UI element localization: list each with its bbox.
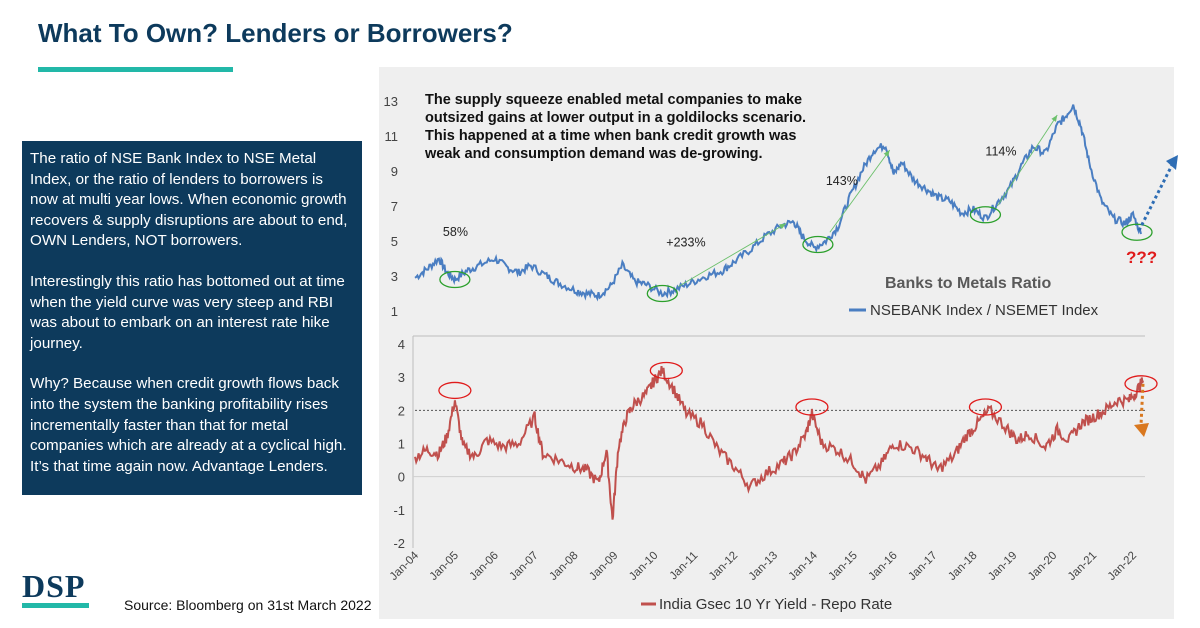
yield-y-tick-label: 2 bbox=[398, 403, 405, 418]
x-tick-label: Jan-14 bbox=[787, 549, 821, 583]
x-tick-label: Jan-06 bbox=[468, 550, 501, 583]
yield-projection-arrow bbox=[1139, 383, 1145, 426]
x-tick-label: Jan-08 bbox=[547, 550, 580, 583]
x-tick-label: Jan-09 bbox=[587, 550, 620, 583]
ratio-y-tick-label: 5 bbox=[391, 234, 398, 249]
rise-arrow-head bbox=[779, 223, 786, 230]
rise-arrow-line bbox=[829, 149, 891, 233]
title-underline bbox=[38, 67, 233, 72]
x-tick-label: Jan-11 bbox=[668, 550, 701, 583]
ratio-y-tick-label: 9 bbox=[391, 164, 398, 179]
commentary-paragraph-2: Interestingly this ratio has bottomed ou… bbox=[30, 272, 345, 352]
chart-annotation-line: outsized gains at lower output in a gold… bbox=[425, 110, 806, 126]
commentary-paragraph-3: Why? Because when credit growth flows ba… bbox=[30, 375, 347, 475]
ratio-chart-title: Banks to Metals Ratio bbox=[885, 275, 1051, 292]
peak-marker-ellipse bbox=[1124, 375, 1158, 393]
ratio-projection-arrow bbox=[1137, 164, 1174, 232]
peak-marker-ellipse bbox=[968, 398, 1003, 416]
yield-y-tick-label: -1 bbox=[393, 503, 405, 518]
rise-percent-label: +233% bbox=[666, 235, 705, 249]
source-text: Source: Bloomberg on 31st March 2022 bbox=[124, 597, 372, 613]
yield-y-tick-label: 0 bbox=[398, 470, 405, 485]
source-note: Source: Bloomberg on 31st March 2022 bbox=[124, 597, 371, 613]
yield-y-tick-label: 3 bbox=[398, 370, 405, 385]
ratio-series-line bbox=[414, 104, 1142, 302]
peak-marker-ellipse bbox=[795, 398, 829, 416]
x-tick-label: Jan-15 bbox=[827, 550, 860, 583]
ratio-projection-arrowhead bbox=[1166, 155, 1178, 170]
bottom-marker-ellipse bbox=[802, 235, 834, 254]
ratio-y-tick-label: 13 bbox=[384, 94, 398, 109]
ratio-y-tick-label: 3 bbox=[391, 269, 398, 284]
x-tick-label: Jan-13 bbox=[747, 550, 780, 583]
yield-y-tick-label: 4 bbox=[398, 337, 405, 352]
peak-marker-ellipse bbox=[438, 381, 472, 400]
logo-underline bbox=[22, 603, 89, 608]
chart-annotation-line: The supply squeeze enabled metal compani… bbox=[425, 92, 802, 108]
chart-annotation: The supply squeeze enabled metal compani… bbox=[424, 92, 806, 162]
x-tick-label: Jan-05 bbox=[428, 550, 461, 583]
x-tick-label: Jan-16 bbox=[866, 550, 899, 583]
bottom-marker-ellipse bbox=[646, 284, 678, 303]
yield-y-tick-label: 1 bbox=[398, 437, 405, 452]
question-marks: ??? bbox=[1126, 248, 1157, 267]
x-tick-label: Jan-04 bbox=[388, 549, 422, 583]
x-tick-label: Jan-17 bbox=[906, 550, 939, 583]
ratio-y-tick-label: 11 bbox=[385, 129, 399, 144]
bottom-marker-ellipse bbox=[1121, 223, 1153, 241]
x-tick-label: Jan-18 bbox=[946, 550, 979, 583]
rise-arrow-head bbox=[883, 150, 890, 157]
rise-arrow-line bbox=[997, 114, 1058, 207]
chart-panel bbox=[379, 67, 1174, 619]
chart-annotation-line: weak and consumption demand was de-growi… bbox=[424, 146, 763, 162]
bottom-marker-ellipse bbox=[439, 270, 471, 289]
chart-annotation-line: This happened at a time when bank credit… bbox=[425, 128, 796, 144]
rise-arrow-line bbox=[678, 223, 787, 287]
ratio-legend-label: NSEBANK Index / NSEMET Index bbox=[870, 302, 1099, 319]
dsp-logo: DSP bbox=[22, 568, 86, 604]
x-tick-label: Jan-22 bbox=[1106, 550, 1139, 583]
x-tick-label: Jan-21 bbox=[1066, 550, 1099, 583]
commentary-box: The ratio of NSE Bank Index to NSE Metal… bbox=[22, 141, 362, 495]
yield-series-line bbox=[414, 365, 1144, 520]
rise-percent-label: 114% bbox=[985, 144, 1016, 158]
x-tick-label: Jan-07 bbox=[507, 550, 540, 583]
bottom-marker-ellipse bbox=[969, 206, 1002, 224]
ratio-y-tick-label: 1 bbox=[391, 304, 398, 319]
rise-percent-label: 58% bbox=[443, 225, 468, 239]
ratio-y-tick-label: 7 bbox=[391, 199, 398, 214]
rise-arrow-head bbox=[1051, 115, 1058, 122]
rise-percent-label: 143% bbox=[826, 174, 858, 188]
x-tick-label: Jan-10 bbox=[627, 550, 660, 583]
x-tick-label: Jan-20 bbox=[1026, 550, 1059, 583]
yield-legend-label: India Gsec 10 Yr Yield - Repo Rate bbox=[659, 596, 892, 613]
x-tick-label: Jan-12 bbox=[707, 550, 740, 583]
yield-projection-arrowhead bbox=[1134, 423, 1149, 437]
x-tick-label: Jan-19 bbox=[986, 550, 1019, 583]
peak-marker-ellipse bbox=[649, 361, 683, 380]
commentary-paragraph-1: The ratio of NSE Bank Index to NSE Metal… bbox=[30, 150, 348, 250]
page-title: What To Own? Lenders or Borrowers? bbox=[38, 18, 513, 48]
yield-y-tick-label: -2 bbox=[393, 536, 405, 551]
